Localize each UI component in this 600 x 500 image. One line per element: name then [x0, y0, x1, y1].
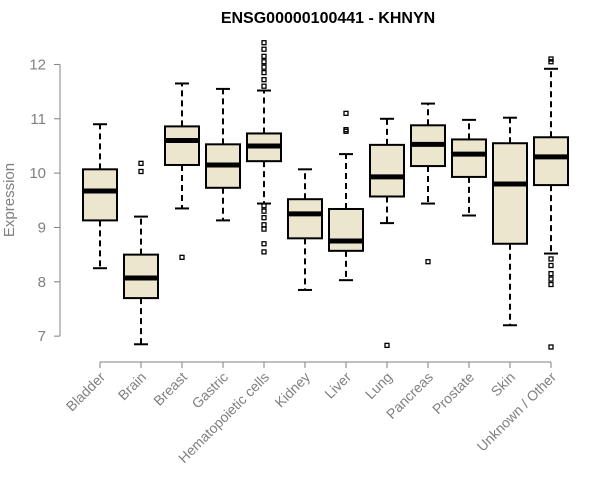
iqr-box — [492, 142, 528, 245]
box-group — [492, 116, 528, 327]
outlier-point — [261, 83, 267, 89]
y-tick-label: 7 — [38, 328, 46, 345]
box-group — [533, 56, 569, 350]
outlier-point — [425, 259, 431, 265]
outlier-point — [179, 254, 185, 260]
outlier-point — [261, 208, 267, 214]
outlier-point — [384, 342, 390, 349]
y-tick-label: 11 — [30, 111, 46, 128]
x-tick-label: Prostate — [429, 369, 477, 417]
x-tick-label: Brain — [115, 369, 149, 403]
outlier-point — [548, 256, 554, 262]
y-tick-label: 9 — [38, 219, 46, 236]
box-group — [123, 160, 159, 346]
y-tick-label: 8 — [38, 274, 46, 291]
iqr-box — [533, 136, 569, 187]
outlier-point — [548, 262, 554, 269]
chart-title: ENSG00000100441 - KHNYN — [221, 10, 435, 27]
outlier-point — [138, 168, 144, 175]
outlier-point — [261, 249, 267, 255]
outlier-point — [261, 203, 267, 209]
outlier-point — [548, 59, 554, 65]
x-tick-label: Bladder — [63, 369, 109, 415]
outlier-point — [548, 276, 554, 282]
iqr-box — [369, 143, 405, 198]
outlier-point — [261, 215, 267, 221]
outlier-point — [548, 270, 554, 277]
outlier-point — [261, 241, 267, 247]
iqr-box — [287, 198, 323, 240]
outlier-point — [261, 40, 267, 46]
outlier-point — [343, 110, 349, 117]
box-group — [410, 102, 446, 265]
x-tick-label: Skin — [488, 369, 519, 400]
x-tick-label: Liver — [321, 369, 354, 402]
x-tick-label: Breast — [150, 369, 190, 409]
iqr-box — [82, 168, 118, 222]
box-group — [205, 87, 241, 222]
y-axis: 7 8 9 10 11 12 — [29, 56, 61, 345]
x-tick-label: Lung — [362, 369, 395, 402]
box-group — [246, 40, 282, 255]
outlier-point — [548, 344, 554, 350]
outlier-point — [261, 64, 267, 70]
x-tick-label: Kidney — [272, 369, 314, 411]
outlier-point — [261, 226, 267, 232]
box-group — [287, 168, 323, 291]
outlier-point — [261, 46, 267, 52]
outlier-point — [261, 69, 267, 76]
box-group — [369, 117, 405, 349]
box-group — [328, 110, 364, 282]
box-group — [82, 123, 118, 270]
iqr-box — [164, 125, 200, 166]
iqr-box — [328, 207, 364, 252]
outlier-point — [261, 77, 267, 83]
plot-area — [82, 40, 569, 350]
outlier-point — [261, 222, 267, 228]
outlier-point — [138, 160, 144, 166]
outlier-point — [261, 53, 267, 59]
y-axis-label: Expression — [1, 163, 18, 237]
outlier-point — [548, 56, 554, 62]
box-group — [451, 118, 487, 217]
box-group — [164, 82, 200, 260]
outlier-point — [343, 127, 349, 133]
iqr-box — [451, 138, 487, 178]
outlier-point — [261, 59, 267, 65]
y-tick-label: 10 — [29, 165, 46, 182]
outlier-point — [548, 281, 554, 288]
y-tick-label: 12 — [29, 56, 46, 73]
